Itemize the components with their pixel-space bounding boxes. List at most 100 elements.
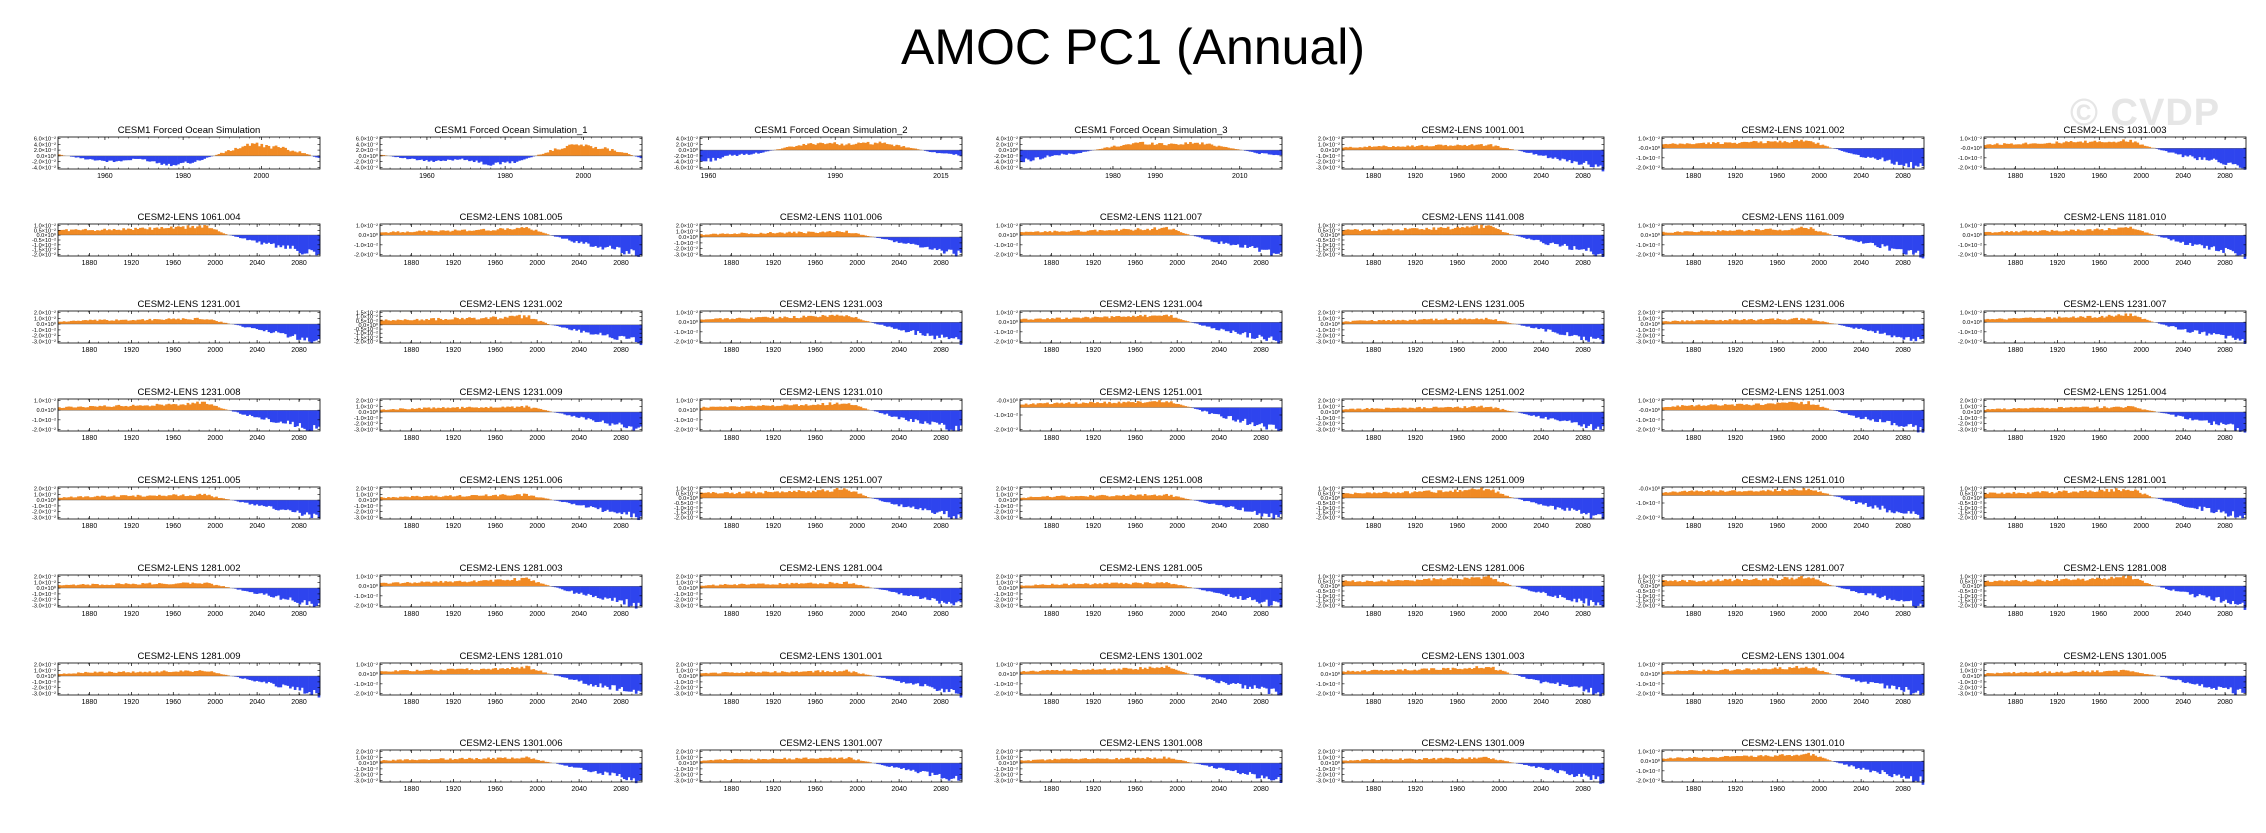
data-bar [2072, 229, 2075, 236]
data-bar [797, 318, 801, 323]
data-bar [716, 406, 720, 411]
data-bar [2017, 144, 2021, 149]
data-bar [1215, 322, 1218, 331]
data-bar [2229, 148, 2233, 163]
data-bar [1735, 143, 1739, 149]
data-bar [702, 235, 706, 238]
data-bar [260, 410, 264, 420]
data-bar [923, 150, 927, 151]
data-bar [1361, 230, 1364, 235]
data-bar [1835, 148, 1839, 150]
data-bar [453, 317, 457, 325]
data-bar [312, 324, 316, 342]
data-bar [1850, 235, 1853, 240]
data-bar [945, 237, 949, 252]
data-bar [1089, 150, 1092, 151]
y-tick-label: -1.0×10⁻² [1958, 330, 1982, 336]
data-bar [606, 324, 609, 335]
data-bar [1227, 235, 1230, 244]
data-bar [1577, 235, 1581, 250]
data-bar [108, 320, 111, 325]
x-tick-label: 2000 [1491, 260, 1507, 267]
data-bar [902, 322, 906, 331]
x-tick-label: 1990 [1147, 173, 1163, 180]
data-bar [2007, 232, 2011, 236]
data-bar [77, 320, 80, 325]
data-bar [603, 147, 607, 156]
y-tick-label: -3.0×10⁻² [1636, 340, 1660, 346]
data-bar [1375, 321, 1379, 325]
data-bar [1673, 143, 1677, 149]
data-bar [2136, 229, 2140, 236]
data-bar [2053, 317, 2056, 323]
data-bar [2241, 148, 2244, 169]
data-bar [1189, 141, 1192, 151]
data-bar [1396, 229, 1400, 235]
data-bar [1243, 407, 1247, 419]
data-bar [771, 405, 775, 411]
data-bar [2141, 144, 2144, 149]
data-bar [1253, 235, 1257, 249]
data-bar [1387, 320, 1390, 325]
data-bar [425, 407, 428, 413]
data-bar [456, 407, 459, 413]
data-bar [1489, 406, 1493, 413]
data-bar [1919, 324, 1922, 340]
data-bar [842, 403, 846, 411]
data-bar [618, 412, 621, 423]
data-bar [876, 143, 879, 151]
x-tick-label: 2040 [1211, 260, 1227, 267]
data-bar [2053, 143, 2056, 149]
data-bar [1480, 144, 1483, 151]
data-bar [96, 320, 99, 325]
data-bar [468, 155, 471, 162]
data-bar [1437, 144, 1440, 151]
data-bar [511, 406, 514, 413]
data-bar [289, 410, 292, 425]
data-bar [577, 235, 581, 244]
data-bar [1117, 230, 1121, 236]
data-bar [439, 155, 443, 162]
data-bar [1401, 146, 1405, 151]
data-bar [413, 231, 417, 236]
data-bar [1239, 235, 1242, 248]
data-bar [1733, 142, 1737, 149]
data-bar [1167, 402, 1171, 408]
data-bar [98, 230, 102, 235]
data-bar [1797, 319, 1801, 325]
data-bar [241, 410, 245, 415]
data-bar [267, 145, 271, 156]
data-bar [861, 320, 865, 323]
data-bar [591, 412, 595, 421]
data-bar [620, 235, 624, 254]
data-bar [1750, 318, 1753, 325]
x-tick-label: 2000 [1491, 347, 1507, 354]
data-bar [1415, 228, 1419, 235]
data-bar [1196, 235, 1199, 237]
data-bar [895, 322, 898, 329]
data-bar [2081, 316, 2085, 323]
data-bar [835, 230, 839, 238]
data-bar [1251, 150, 1254, 152]
data-bar [134, 320, 137, 325]
data-bar [1224, 407, 1228, 419]
data-bar [1165, 226, 1168, 236]
data-bar [253, 410, 256, 418]
data-bar [764, 405, 767, 411]
data-bar [551, 150, 555, 156]
data-bar [127, 228, 130, 235]
data-bar [1544, 235, 1548, 245]
data-bar [1380, 408, 1383, 413]
data-bar [582, 324, 586, 331]
data-bar [515, 155, 519, 162]
data-bar [1993, 232, 1997, 236]
data-bar [728, 406, 732, 411]
data-bar [513, 155, 517, 163]
data-bar [298, 151, 302, 156]
data-bar [1146, 402, 1149, 408]
data-bar [733, 150, 737, 155]
data-bar [2172, 148, 2175, 153]
data-bar [831, 143, 834, 151]
y-tick-label: 0.0×10⁰ [36, 321, 56, 328]
